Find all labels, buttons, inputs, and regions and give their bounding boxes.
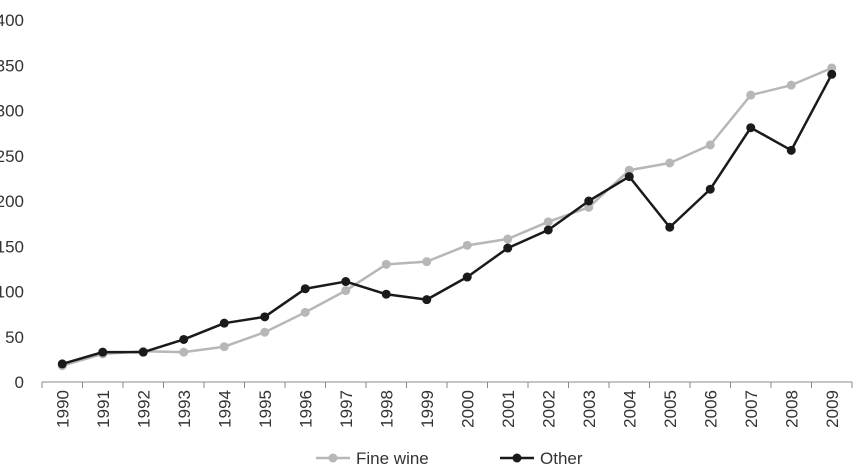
data-point (341, 277, 351, 287)
data-point (300, 284, 310, 294)
y-tick-label: 100 (0, 283, 24, 302)
data-point (179, 334, 189, 344)
x-tick-label: 2001 (499, 390, 518, 428)
data-point (219, 342, 229, 352)
x-tick-label: 2005 (661, 390, 680, 428)
series-layer (57, 63, 837, 371)
data-point (584, 202, 594, 212)
y-axis-tick-labels: 0 50 100 150 200 250 300 350 400 (0, 11, 24, 392)
data-point (543, 225, 553, 235)
x-tick-label: 1996 (296, 390, 315, 428)
y-tick-label: 250 (0, 147, 24, 166)
data-point (422, 257, 432, 267)
data-point (827, 63, 837, 73)
data-point (422, 295, 432, 305)
y-tick-label: 50 (5, 328, 24, 347)
legend-label: Other (540, 449, 583, 468)
data-point (381, 259, 391, 269)
legend-label: Fine wine (356, 449, 429, 468)
legend: Fine wine Other (316, 449, 583, 468)
x-tick-label: 2004 (620, 390, 639, 428)
data-point (219, 318, 229, 328)
data-point (624, 172, 634, 182)
series-line-fine-wine (61, 66, 833, 367)
data-point (503, 234, 513, 244)
data-point (746, 90, 756, 100)
x-tick-label: 1995 (256, 390, 275, 428)
data-point (827, 69, 837, 79)
data-point (624, 165, 634, 175)
x-tick-label: 1999 (418, 390, 437, 428)
x-tick-label: 2009 (823, 390, 842, 428)
legend-marker (328, 453, 338, 463)
y-tick-label: 200 (0, 192, 24, 211)
data-point (584, 196, 594, 206)
data-point (341, 286, 351, 296)
x-tick-label: 1992 (134, 390, 153, 428)
x-tick-label: 2008 (782, 390, 801, 428)
data-point (260, 327, 270, 337)
x-tick-label: 1997 (337, 390, 356, 428)
data-point (786, 80, 796, 90)
y-tick-label: 350 (0, 56, 24, 75)
data-point (665, 222, 675, 232)
x-tick-label: 1991 (94, 390, 113, 428)
data-point (260, 312, 270, 322)
x-tick-label: 2002 (539, 390, 558, 428)
data-point (543, 217, 553, 227)
data-point (462, 272, 472, 282)
x-tick-label: 1990 (53, 390, 72, 428)
y-tick-label: 300 (0, 102, 24, 121)
x-tick-label: 1994 (215, 390, 234, 428)
data-point (746, 123, 756, 133)
data-point (503, 243, 513, 253)
data-point (786, 145, 796, 155)
x-tick-label: 2006 (701, 390, 720, 428)
data-point (98, 347, 108, 357)
data-point (138, 347, 148, 357)
x-tick-label: 2000 (458, 390, 477, 428)
data-point (57, 359, 67, 369)
y-tick-label: 150 (0, 237, 24, 256)
y-tick-label: 400 (0, 11, 24, 30)
x-tick-label: 2007 (742, 390, 761, 428)
x-axis: 1990 1991 1992 1993 1994 1995 1996 1997 1998 1999… (41, 381, 853, 428)
data-point (462, 240, 472, 250)
x-tick-label: 1993 (175, 390, 194, 428)
series-line-other (61, 73, 833, 366)
x-tick-label: 1998 (377, 390, 396, 428)
data-point (705, 140, 715, 150)
legend-marker (512, 453, 522, 463)
data-point (665, 158, 675, 168)
data-point (179, 347, 189, 357)
data-point (300, 307, 310, 317)
x-tick-label: 2003 (580, 390, 599, 428)
data-point (705, 184, 715, 194)
data-point (381, 289, 391, 299)
y-tick-label: 0 (15, 373, 24, 392)
